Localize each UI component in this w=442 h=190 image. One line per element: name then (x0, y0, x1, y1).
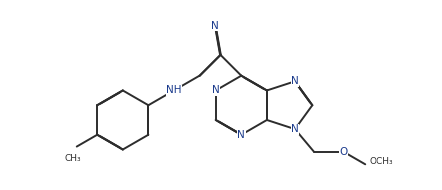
Text: O: O (339, 147, 347, 157)
Text: CH₃: CH₃ (64, 154, 80, 163)
Text: N: N (212, 86, 220, 95)
Text: N: N (291, 76, 299, 86)
Text: N: N (237, 130, 245, 140)
Text: OCH₃: OCH₃ (370, 157, 393, 166)
Text: N: N (291, 124, 299, 134)
Text: N: N (211, 21, 219, 31)
Text: NH: NH (166, 86, 182, 95)
